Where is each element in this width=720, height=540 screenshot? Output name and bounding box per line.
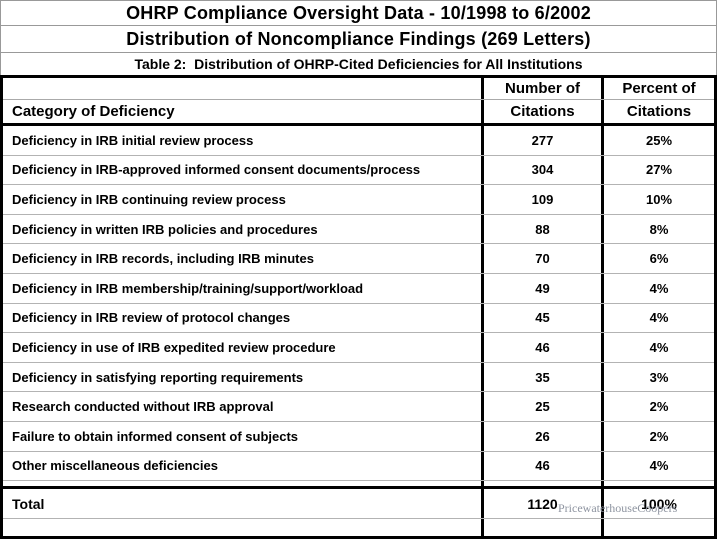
percent-cell: 8%	[601, 214, 714, 244]
table-row: Deficiency in IRB records, including IRB…	[3, 244, 714, 274]
citations-cell: 88	[481, 214, 601, 244]
percent-cell: 3%	[601, 362, 714, 392]
category-cell: Deficiency in IRB review of protocol cha…	[12, 310, 291, 326]
percent-cell: 25%	[601, 126, 714, 155]
header-category-empty	[3, 78, 481, 99]
citations-cell: 46	[481, 333, 601, 362]
percent-cell: 6%	[601, 244, 714, 273]
post-total-spacer-row	[3, 519, 714, 536]
total-label: Total	[12, 495, 45, 512]
category-cell: Deficiency in use of IRB expedited revie…	[12, 339, 336, 355]
percent-cell: 27%	[601, 155, 714, 185]
table-row: Deficiency in satisfying reporting requi…	[3, 362, 714, 393]
percent-cell: 4%	[601, 451, 714, 481]
title-block: OHRP Compliance Oversight Data - 10/1998…	[0, 0, 717, 75]
table-row: Deficiency in IRB review of protocol cha…	[3, 303, 714, 334]
table-row: Deficiency in IRB continuing review proc…	[3, 185, 714, 215]
citations-cell: 70	[481, 244, 601, 273]
category-cell: Deficiency in IRB initial review process	[12, 132, 254, 148]
table-caption: Table 2: Distribution of OHRP-Cited Defi…	[1, 53, 716, 75]
citations-cell: 277	[481, 126, 601, 155]
category-cell: Research conducted without IRB approval	[12, 399, 274, 415]
citations-cell: 45	[481, 303, 601, 333]
percent-cell: 2%	[601, 421, 714, 451]
percent-cell: 4%	[601, 303, 714, 333]
category-cell: Failure to obtain informed consent of su…	[12, 428, 299, 444]
table-body: Deficiency in IRB initial review process…	[3, 126, 714, 482]
table-row: Deficiency in IRB-approved informed cons…	[3, 155, 714, 186]
pricewaterhousecoopers-watermark: PricewaterhouseCoopers	[558, 501, 678, 515]
table-row: Other miscellaneous deficiencies 46 4%	[3, 451, 714, 482]
citations-cell: 49	[481, 273, 601, 303]
citations-cell: 25	[481, 392, 601, 421]
category-cell: Deficiency in IRB records, including IRB…	[12, 251, 314, 267]
category-cell: Other miscellaneous deficiencies	[12, 458, 218, 474]
header-citations-line2: Citations	[481, 100, 601, 123]
citations-cell: 26	[481, 421, 601, 451]
header-percent-line2: Citations	[601, 100, 714, 123]
table-row: Deficiency in use of IRB expedited revie…	[3, 333, 714, 363]
table-row: Deficiency in IRB membership/training/su…	[3, 273, 714, 304]
total-percent: 100%	[601, 489, 714, 519]
table-row: Research conducted without IRB approval …	[3, 392, 714, 422]
total-citations: 1120	[481, 489, 601, 519]
category-cell: Deficiency in IRB continuing review proc…	[12, 191, 286, 207]
percent-cell: 10%	[601, 185, 714, 214]
table-row: Deficiency in IRB initial review process…	[3, 126, 714, 156]
total-row: Total 1120 100%	[3, 489, 714, 520]
category-cell: Deficiency in IRB membership/training/su…	[12, 280, 364, 296]
category-cell: Deficiency in satisfying reporting requi…	[12, 369, 304, 385]
slide-title-line1: OHRP Compliance Oversight Data - 10/1998…	[1, 1, 716, 26]
header-category-label: Category of Deficiency	[12, 103, 175, 120]
slide-title-line2: Distribution of Noncompliance Findings (…	[1, 26, 716, 53]
percent-cell: 4%	[601, 333, 714, 362]
table-header-row-bottom: Category of Deficiency Citations Citatio…	[3, 100, 714, 126]
citations-cell: 304	[481, 155, 601, 185]
category-cell: Deficiency in IRB-approved informed cons…	[12, 162, 421, 178]
table-row: Deficiency in written IRB policies and p…	[3, 214, 714, 245]
percent-cell: 4%	[601, 273, 714, 303]
category-cell: Deficiency in written IRB policies and p…	[12, 221, 318, 237]
header-citations-line1: Number of	[481, 78, 601, 99]
citations-cell: 46	[481, 451, 601, 481]
percent-cell: 2%	[601, 392, 714, 421]
header-percent-line1: Percent of	[601, 78, 714, 99]
deficiency-table: Number of Percent of Category of Deficie…	[0, 75, 717, 539]
table-header-row-top: Number of Percent of	[3, 78, 714, 100]
pre-total-spacer-row	[3, 481, 714, 490]
citations-cell: 35	[481, 362, 601, 392]
citations-cell: 109	[481, 185, 601, 214]
table-row: Failure to obtain informed consent of su…	[3, 421, 714, 452]
